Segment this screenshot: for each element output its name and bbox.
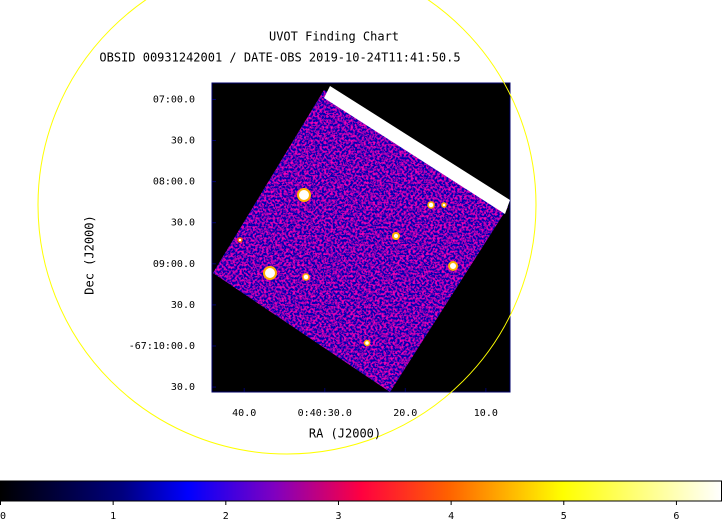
source: [363, 339, 371, 347]
y-tick-label: 30.0: [171, 136, 195, 147]
y-tick-label: 30.0: [171, 218, 195, 229]
x-tick-label: 0:40:30.0: [298, 408, 352, 419]
colorbar-tick-label: 1: [110, 511, 116, 521]
y-tick-label: 07:00.0: [153, 94, 195, 105]
y-tick-label: -67:10:00.0: [129, 341, 195, 352]
region-circle: [37, 0, 537, 455]
source: [302, 273, 310, 281]
sources: [237, 188, 458, 347]
y-tick-label: 30.0: [171, 300, 195, 311]
colorbar-tick-label: 0: [0, 511, 6, 521]
colorbar-tick-label: 3: [335, 511, 341, 521]
y-tick-label: 08:00.0: [153, 177, 195, 188]
colorbar-tick-label: 6: [673, 511, 679, 521]
chart-title: UVOT Finding Chart: [269, 30, 399, 44]
colorbar-tick-label: 4: [448, 511, 454, 521]
y-tick-label: 30.0: [171, 382, 195, 393]
source: [441, 202, 447, 208]
y-tick-label: 09:00.0: [153, 259, 195, 270]
colorbar-tick-label: 5: [561, 511, 567, 521]
source: [392, 232, 400, 240]
image-edge: [324, 86, 510, 214]
source: [237, 237, 243, 243]
colorbar-tick-label: 2: [223, 511, 229, 521]
chart-subtitle: OBSID 00931242001 / DATE-OBS 2019-10-24T…: [99, 51, 460, 65]
source: [448, 261, 458, 271]
x-axis-label: RA (J2000): [309, 427, 381, 441]
y-axis-label: Dec (J2000): [83, 215, 97, 294]
x-tick-label: 10.0: [474, 408, 498, 419]
source: [427, 201, 435, 209]
colorbar: [0, 480, 722, 502]
x-tick-label: 20.0: [393, 408, 417, 419]
source: [263, 266, 277, 280]
x-tick-label: 40.0: [232, 408, 256, 419]
source: [297, 188, 311, 202]
